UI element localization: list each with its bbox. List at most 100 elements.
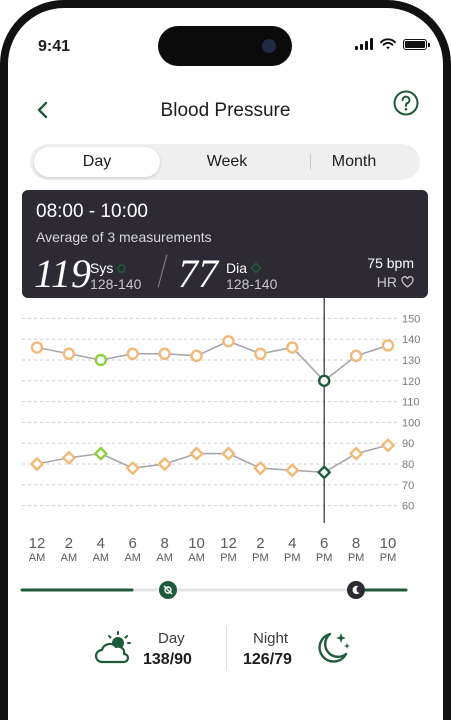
wifi-icon [380, 38, 396, 50]
diastolic-point [189, 446, 204, 461]
x-tick-ampm: AM [28, 552, 46, 564]
systolic-label: Sys [90, 260, 114, 276]
day-start-handle[interactable] [159, 581, 177, 599]
x-tick-hour: 4 [288, 535, 297, 552]
average-caption: Average of 3 measurements [36, 229, 212, 245]
diastolic-point [221, 446, 236, 461]
y-tick-label: 60 [402, 501, 414, 513]
x-tick-label: 12 AM [17, 535, 57, 565]
x-tick-ampm: AM [124, 552, 141, 564]
x-tick-label: 8 PM [336, 536, 376, 565]
heart-icon [401, 276, 414, 288]
x-tick-ampm: PM [315, 552, 333, 564]
y-tick-label: 80 [402, 459, 414, 471]
systolic-point [158, 347, 171, 360]
x-tick-ampm: AM [92, 552, 110, 564]
heart-rate-value: 75 bpm [367, 255, 414, 271]
diastolic-value: 77 [178, 251, 218, 296]
heart-rate-label: HR [376, 274, 397, 290]
x-tick-label: 12 PM [208, 535, 248, 565]
diamond-marker-icon [250, 262, 262, 274]
status-time: 9:41 [38, 38, 71, 55]
diastolic-range: 128-140 [226, 276, 278, 292]
x-tick-label: 10 PM [368, 535, 408, 565]
day-night-summary: Day 138/90 Night 126/79 [8, 620, 443, 680]
heart-rate-label-group: HR [377, 274, 414, 290]
x-tick-hour: 2 [64, 535, 74, 552]
night-label: Night [253, 630, 289, 647]
back-button[interactable] [32, 96, 56, 124]
systolic-range: 128-140 [90, 276, 142, 292]
x-tick-label: 4 PM [272, 535, 312, 565]
diastolic-series-line [36, 444, 389, 474]
x-tick-ampm: AM [60, 552, 78, 564]
day-label: Day [158, 630, 185, 647]
diastolic-point [125, 461, 140, 475]
x-tick-label: 2 AM [49, 535, 89, 565]
moon-stars-icon [318, 632, 350, 663]
x-tick-hour: 12 [220, 535, 237, 552]
night-average-value: 126/79 [243, 651, 292, 668]
side-button-power [448, 260, 451, 360]
x-tick-hour: 12 [28, 535, 46, 552]
systolic-point [30, 341, 44, 354]
x-tick-hour: 2 [256, 535, 265, 552]
x-tick-hour: 10 [379, 535, 397, 552]
x-tick-label: 6 PM [304, 536, 344, 565]
x-tick-ampm: PM [379, 552, 397, 564]
y-tick-label: 140 [402, 334, 420, 346]
systolic-point [126, 347, 139, 360]
night-start-handle[interactable] [347, 581, 365, 599]
app-screen: 9:41 Blood Pressure Day Week Month [8, 8, 443, 682]
diastolic-label: Dia [226, 260, 248, 276]
x-tick-hour: 8 [160, 535, 169, 552]
diastolic-point [94, 446, 108, 461]
x-tick-label: 6 AM [113, 535, 153, 565]
summary-divider [226, 626, 227, 670]
measurement-tooltip-card: 08:00 - 10:00 Average of 3 measurements … [22, 190, 428, 298]
cellular-signal-icon [355, 38, 373, 50]
systolic-point [62, 347, 76, 360]
help-button[interactable] [393, 90, 419, 116]
status-indicators [355, 38, 430, 50]
diastolic-point [285, 463, 300, 478]
y-tick-label: 130 [402, 355, 420, 367]
help-icon [393, 90, 419, 116]
diastolic-point [30, 457, 44, 471]
x-tick-label: 4 AM [81, 535, 121, 565]
battery-icon [403, 38, 430, 50]
time-range: 08:00 - 10:00 [36, 201, 148, 222]
systolic-point [254, 347, 267, 360]
time-range-slider[interactable] [20, 578, 408, 602]
tab-month[interactable]: Month [331, 153, 377, 170]
diastolic-point [317, 465, 331, 480]
x-tick-label: 2 PM [240, 535, 280, 565]
x-tick-ampm: PM [347, 552, 365, 564]
x-tick-label: 8 AM [145, 535, 185, 565]
side-button-mute [0, 172, 3, 208]
x-tick-hour: 4 [96, 535, 105, 552]
systolic-point [349, 349, 363, 363]
systolic-point [190, 349, 203, 363]
x-tick-ampm: AM [188, 552, 205, 564]
x-tick-ampm: AM [156, 552, 173, 564]
tab-day[interactable]: Day [34, 147, 160, 177]
value-separator [157, 254, 168, 288]
tab-divider [310, 154, 311, 170]
sun-icon [163, 585, 173, 595]
circle-marker-icon [117, 264, 126, 273]
x-tick-ampm: PM [284, 552, 301, 564]
x-tick-ampm: PM [252, 552, 269, 564]
sun-cloud-icon [94, 631, 131, 664]
x-tick-ampm: PM [220, 552, 237, 564]
moon-icon [352, 585, 360, 595]
tab-week[interactable]: Week [206, 153, 248, 170]
x-tick-hour: 6 [128, 535, 137, 552]
y-tick-label: 70 [402, 480, 414, 492]
y-tick-label: 150 [402, 313, 420, 325]
x-tick-hour: 10 [188, 535, 205, 552]
diastolic-point [381, 438, 395, 453]
systolic-point [381, 339, 395, 352]
side-button-volume-down [0, 318, 3, 382]
